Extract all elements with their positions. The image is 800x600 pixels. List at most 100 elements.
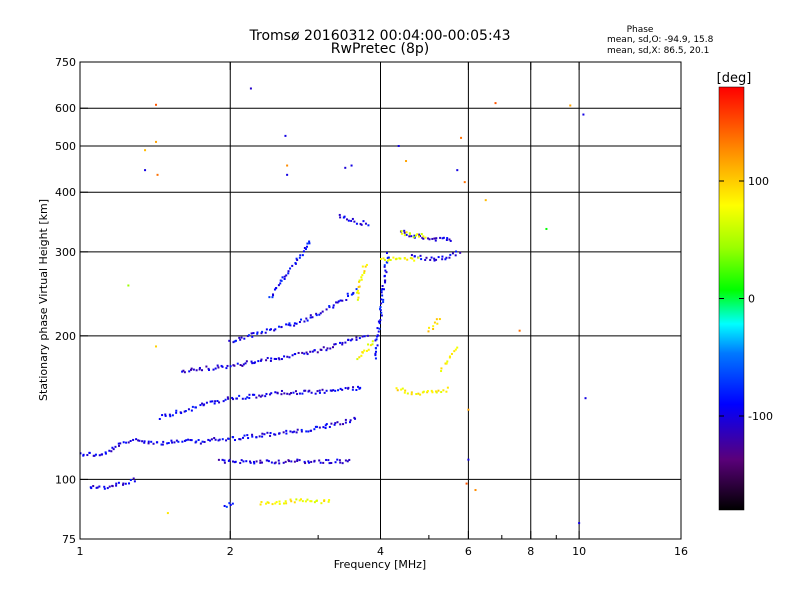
data-point xyxy=(291,264,294,267)
data-point xyxy=(386,261,389,264)
data-point xyxy=(376,344,379,347)
data-point xyxy=(183,410,186,413)
data-point xyxy=(287,272,290,275)
data-point xyxy=(355,338,358,341)
data-point xyxy=(261,461,264,464)
x-tick-label: 4 xyxy=(377,545,384,558)
data-point xyxy=(274,328,277,331)
data-point xyxy=(384,269,387,272)
data-point xyxy=(300,428,303,431)
data-point xyxy=(361,335,364,338)
data-point xyxy=(400,388,403,391)
data-point xyxy=(293,322,296,325)
data-point xyxy=(320,502,323,505)
data-point xyxy=(328,306,331,309)
colorbar-unit-label: [deg] xyxy=(717,71,752,86)
data-point xyxy=(449,253,452,256)
data-point xyxy=(293,460,296,463)
data-point xyxy=(445,362,448,365)
data-point xyxy=(406,392,409,395)
data-point xyxy=(433,321,436,324)
data-point xyxy=(316,390,319,393)
data-point xyxy=(359,386,362,389)
data-point xyxy=(356,358,359,361)
data-point xyxy=(310,391,313,394)
data-point xyxy=(284,134,287,137)
data-point xyxy=(319,461,322,464)
data-point xyxy=(303,460,306,463)
data-point xyxy=(301,500,304,503)
data-point xyxy=(383,265,386,268)
data-point xyxy=(265,392,268,395)
data-point xyxy=(269,328,272,331)
data-point xyxy=(435,258,438,261)
data-point xyxy=(494,102,497,105)
data-point xyxy=(115,482,118,485)
data-point xyxy=(395,387,398,390)
data-point xyxy=(401,387,404,390)
data-point xyxy=(403,391,406,394)
data-point xyxy=(242,363,245,366)
y-tick-label: 750 xyxy=(55,56,76,69)
data-point xyxy=(382,288,385,291)
data-point xyxy=(268,296,271,299)
data-point xyxy=(103,487,106,490)
data-point xyxy=(360,354,363,357)
data-point xyxy=(273,288,276,291)
data-point xyxy=(265,502,268,505)
data-point xyxy=(441,258,444,261)
data-point xyxy=(383,264,386,267)
data-point xyxy=(218,438,221,441)
data-point xyxy=(413,236,416,239)
data-point xyxy=(285,429,288,432)
data-point xyxy=(144,169,147,172)
data-point xyxy=(346,292,349,295)
data-point xyxy=(251,393,254,396)
data-point xyxy=(419,235,422,238)
data-point xyxy=(249,87,252,90)
grid-lines xyxy=(80,62,681,539)
data-point xyxy=(419,393,422,396)
data-point xyxy=(433,257,436,260)
data-point xyxy=(158,417,161,420)
data-point xyxy=(216,399,219,402)
data-point xyxy=(344,421,347,424)
data-point xyxy=(273,329,276,332)
data-point xyxy=(352,386,355,389)
data-point xyxy=(377,330,380,333)
data-point xyxy=(112,448,115,451)
data-point xyxy=(322,461,325,464)
data-point xyxy=(183,371,186,374)
data-point xyxy=(338,213,341,216)
data-point xyxy=(283,355,286,358)
data-point xyxy=(300,498,303,501)
data-point xyxy=(323,500,326,503)
data-point xyxy=(213,437,216,440)
data-point xyxy=(297,351,300,354)
data-point xyxy=(463,181,466,184)
data-point xyxy=(303,389,306,392)
data-point xyxy=(271,503,274,506)
data-point xyxy=(371,340,374,343)
x-tick-label: 16 xyxy=(674,545,688,558)
data-point xyxy=(147,440,150,443)
data-point xyxy=(545,227,548,230)
data-point xyxy=(238,438,241,441)
data-point xyxy=(415,234,418,237)
data-point xyxy=(264,395,267,398)
data-point xyxy=(155,441,158,444)
data-point xyxy=(129,479,132,482)
data-point xyxy=(82,454,85,457)
data-point xyxy=(440,370,443,373)
data-point xyxy=(222,400,225,403)
data-point xyxy=(315,312,318,315)
data-point xyxy=(347,295,350,298)
data-point xyxy=(361,274,364,277)
data-point xyxy=(258,394,261,397)
data-point xyxy=(162,440,165,443)
data-point xyxy=(277,459,280,462)
data-point xyxy=(357,292,360,295)
data-point xyxy=(356,291,359,294)
data-point xyxy=(405,233,408,236)
data-point xyxy=(459,251,462,254)
